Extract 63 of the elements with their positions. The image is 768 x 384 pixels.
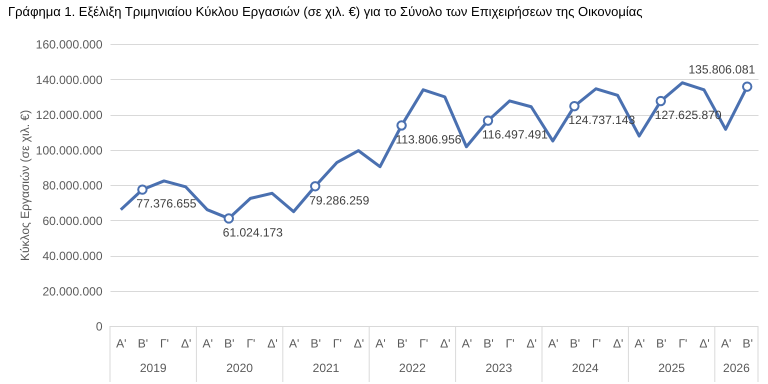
text: 2021 — [312, 361, 340, 375]
y-tick-label: 40.000.000 — [42, 249, 103, 263]
text: 2022 — [399, 361, 426, 375]
x-tick-label: Β' — [310, 336, 321, 350]
y-tick-label: 60.000.000 — [42, 214, 103, 228]
x-tick-label: Δ' — [612, 336, 624, 350]
x-tick-label: Α' — [116, 336, 126, 350]
point — [224, 213, 234, 224]
x-tick-label: Γ' — [419, 336, 428, 350]
x-tick-label: Δ' — [699, 336, 710, 350]
x-tick-label: Α' — [720, 336, 732, 350]
x-tick-label: Β' — [570, 336, 580, 350]
text: 2019 — [140, 361, 167, 375]
point — [310, 181, 320, 192]
x-tick-label: Α' — [202, 336, 213, 350]
x-tick-label: Α' — [462, 336, 472, 350]
y-axis-title: Κύκλος Εργασιών (σε χιλ. €) — [18, 110, 32, 262]
x-tick-label: Α' — [288, 336, 300, 350]
point — [656, 96, 666, 106]
data-label: 77.376.655 — [136, 196, 197, 211]
x-tick-label: Β' — [138, 336, 148, 350]
x-tick-label: Γ' — [678, 336, 688, 350]
point — [396, 120, 407, 131]
y-tick-label: 140.000.000 — [36, 72, 103, 87]
data-label: 116.497.491 — [482, 128, 548, 142]
data-label: 61.024.173 — [222, 225, 284, 240]
x-tick-label: Γ' — [592, 336, 601, 350]
text: 2023 — [485, 361, 512, 375]
text: 2024 — [572, 361, 599, 375]
text: 2025 — [658, 361, 686, 375]
x-tick-label: Δ' — [180, 336, 192, 350]
x-tick-label: Α' — [548, 336, 558, 350]
text: 2026 — [723, 361, 750, 375]
x-tick-label: Α' — [634, 336, 645, 350]
data-label: 135.806.081 — [688, 62, 756, 77]
y-tick-label: 160.000.000 — [36, 38, 103, 52]
text: 2020 — [226, 361, 254, 375]
point — [482, 116, 494, 126]
point — [137, 184, 148, 195]
x-tick-label: Γ' — [332, 336, 342, 350]
x-tick-label: Β' — [483, 336, 494, 350]
x-tick-label: Δ' — [440, 336, 450, 350]
x-tick-label: Β' — [656, 336, 666, 350]
y-tick-label: 100.000.000 — [36, 143, 103, 158]
x-tick-label: Δ' — [354, 336, 364, 350]
x-tick-label: Δ' — [526, 336, 537, 350]
point — [742, 81, 752, 92]
data-label: 113.806.956 — [396, 132, 462, 146]
chart-title: Γράφημα 1. Εξέλιξη Τριμηνιαίου Κύκλου Εργασιών (σε χιλ. €) για το Σύνολο των Επιχειρήσεων της Οικονομίας — [8, 4, 642, 19]
data-label: 79.286.259 — [309, 193, 370, 208]
y-tick-label: 120.000.000 — [36, 108, 103, 122]
x-tick-label: Β' — [742, 336, 753, 350]
x-tick-label: Α' — [375, 336, 386, 350]
x-tick-label: Γ' — [246, 336, 256, 350]
y-tick-label: 80.000.000 — [42, 178, 103, 192]
x-tick-label: Γ' — [506, 336, 515, 350]
x-tick-label: Γ' — [160, 336, 169, 350]
point — [569, 100, 580, 112]
y-tick-label: 0 — [96, 320, 103, 334]
x-tick-label: Β' — [396, 336, 408, 350]
x-tick-label: Δ' — [267, 336, 278, 350]
y-tick-label: 20.000.000 — [42, 284, 103, 298]
x-tick-label: Β' — [224, 336, 234, 350]
